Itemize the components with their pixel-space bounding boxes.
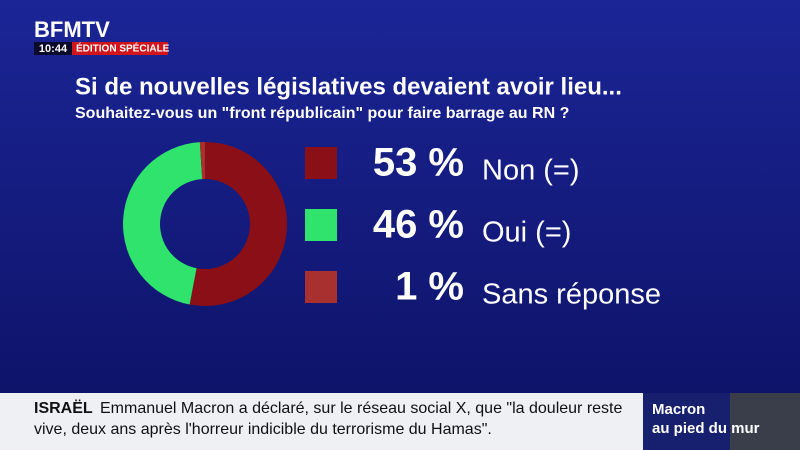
- legend-label: Oui (=): [482, 217, 571, 249]
- value-label: 53 %: [373, 141, 464, 185]
- sidebar-text: Macron: [652, 401, 705, 418]
- legend-swatch: [305, 209, 337, 241]
- chart-subtitle: Souhaitez-vous un "front républicain" po…: [75, 105, 569, 122]
- chart: 53 % Non (=) 46 % Oui (=) 1 % Sans réponse: [123, 141, 661, 311]
- ticker-tag: ISRAËL: [34, 399, 93, 417]
- pie-segment: [189, 142, 288, 306]
- chart-title: Si de nouvelles législatives devaient av…: [75, 73, 622, 100]
- value-label: 1 %: [395, 265, 464, 309]
- time-box: [34, 42, 72, 55]
- legend-label: Non (=): [482, 155, 580, 187]
- ticker-bar: [0, 393, 643, 450]
- ticker-line: vive, deux ans après l'horreur indicible…: [34, 421, 492, 438]
- edition: ÉDITION SPÉCIALE: [76, 42, 170, 55]
- logo: BFMTV: [34, 17, 110, 42]
- ticker-line: Emmanuel Macron a déclaré, sur le réseau…: [100, 400, 622, 417]
- pie-segment: [123, 142, 203, 305]
- time: 10:44: [39, 43, 68, 55]
- legend-swatch: [305, 271, 337, 303]
- pie-segment: [199, 142, 205, 180]
- edition-box: [72, 42, 168, 55]
- value-label: 46 %: [373, 203, 464, 247]
- sidebar-text: au pied du mur: [652, 420, 760, 437]
- legend-swatch: [305, 147, 337, 179]
- sidebar-photo: [730, 393, 800, 450]
- legend-label: Sans réponse: [482, 279, 661, 311]
